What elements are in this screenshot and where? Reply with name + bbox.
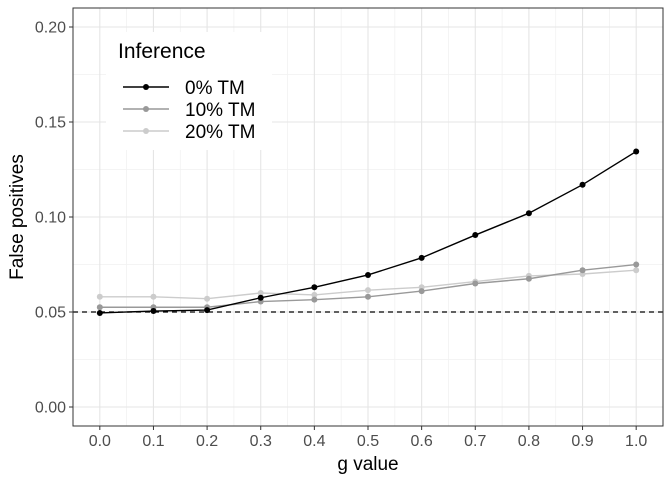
grid-major xyxy=(73,8,663,426)
legend-key-point-20-pct-tm xyxy=(143,128,149,134)
legend-label-20-pct-tm: 20% TM xyxy=(185,122,255,143)
data-point-20-pct-tm xyxy=(204,295,211,302)
data-point-20-pct-tm xyxy=(365,287,371,294)
y-tick-label: 0.10 xyxy=(35,210,66,227)
data-point-10-pct-tm xyxy=(311,296,318,303)
data-point-10-pct-tm xyxy=(365,293,371,300)
x-tick-label: 0.0 xyxy=(89,433,111,450)
y-tick-label: 0.00 xyxy=(35,400,66,417)
data-point-10-pct-tm xyxy=(633,261,640,268)
x-tick-label: 1.0 xyxy=(625,433,647,450)
x-tick-label: 0.2 xyxy=(196,433,218,450)
data-point-0-pct-tm xyxy=(472,232,479,239)
y-tick-label: 0.15 xyxy=(35,115,66,132)
x-tick-label: 0.5 xyxy=(357,433,379,450)
x-tick-label: 0.9 xyxy=(571,433,593,450)
x-tick-label: 0.4 xyxy=(303,433,325,450)
x-tick-label: 0.8 xyxy=(518,433,540,450)
data-point-0-pct-tm xyxy=(365,271,371,278)
x-tick-label: 0.7 xyxy=(464,433,486,450)
y-tick-label: 0.20 xyxy=(35,20,66,37)
data-point-10-pct-tm xyxy=(579,267,586,274)
legend-label-10-pct-tm: 10% TM xyxy=(185,100,255,121)
data-point-0-pct-tm xyxy=(525,210,532,217)
y-tick-label: 0.05 xyxy=(35,305,66,322)
x-tick-label: 0.3 xyxy=(250,433,272,450)
data-point-20-pct-tm xyxy=(311,291,318,298)
legend-key-point-0-pct-tm xyxy=(143,84,149,90)
data-point-20-pct-tm xyxy=(257,290,264,296)
data-point-0-pct-tm xyxy=(633,148,640,155)
x-axis: 0.0 0.1 0.2 0.3 0.4 0.5 0.6 0.7 0.8 0.9 1.0 xyxy=(89,426,647,450)
x-tick-label: 0.1 xyxy=(142,433,164,450)
data-point-0-pct-tm xyxy=(96,309,103,316)
data-point-10-pct-tm xyxy=(472,280,479,287)
legend-key-point-10-pct-tm xyxy=(143,106,149,112)
series-layer xyxy=(96,148,640,316)
data-point-0-pct-tm xyxy=(204,307,211,314)
legend-title: Inference xyxy=(118,40,206,63)
data-point-0-pct-tm xyxy=(418,254,425,261)
legend-label-0-pct-tm: 0% TM xyxy=(185,78,245,99)
data-point-20-pct-tm xyxy=(96,293,103,300)
x-tick-label: 0.6 xyxy=(411,433,433,450)
data-point-20-pct-tm xyxy=(150,293,157,300)
data-point-10-pct-tm xyxy=(418,288,425,295)
data-point-0-pct-tm xyxy=(257,294,264,301)
data-point-0-pct-tm xyxy=(311,284,318,291)
data-point-20-pct-tm xyxy=(633,267,640,274)
data-point-10-pct-tm xyxy=(525,275,532,282)
data-point-0-pct-tm xyxy=(150,308,157,315)
y-axis: 0.00 0.05 0.10 0.15 0.20 xyxy=(35,20,73,417)
y-axis-title: False positives xyxy=(7,154,28,280)
data-point-10-pct-tm xyxy=(96,304,103,311)
data-point-0-pct-tm xyxy=(579,181,586,188)
x-axis-title: g value xyxy=(337,454,398,475)
